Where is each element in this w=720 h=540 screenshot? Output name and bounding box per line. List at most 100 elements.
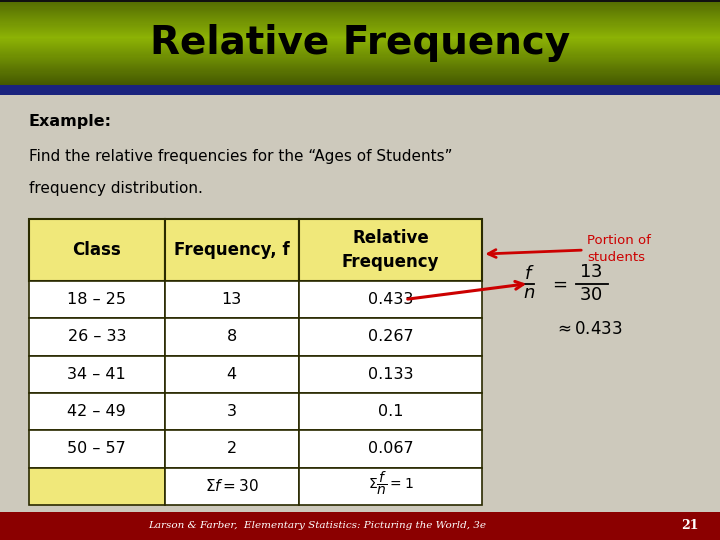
Bar xyxy=(0,77,720,78)
Bar xyxy=(165,318,299,355)
Bar xyxy=(29,430,165,468)
Bar xyxy=(0,3,720,4)
Bar xyxy=(0,23,720,24)
Bar xyxy=(0,29,720,30)
Bar xyxy=(0,70,720,71)
Bar xyxy=(29,355,165,393)
Bar xyxy=(0,83,720,84)
Text: 34 – 41: 34 – 41 xyxy=(68,367,126,382)
Bar xyxy=(0,2,720,3)
Bar xyxy=(0,4,720,5)
Bar xyxy=(0,26,720,28)
Text: frequency distribution.: frequency distribution. xyxy=(29,181,202,197)
Bar xyxy=(299,355,482,393)
Bar xyxy=(165,430,299,468)
Text: Example:: Example: xyxy=(29,114,112,129)
Bar xyxy=(0,18,720,19)
Bar xyxy=(0,44,720,45)
Bar xyxy=(0,80,720,81)
Bar xyxy=(0,51,720,52)
Bar xyxy=(0,61,720,62)
Bar xyxy=(0,30,720,31)
Bar xyxy=(0,10,720,11)
Bar xyxy=(0,75,720,76)
Bar xyxy=(0,0,720,1)
Bar xyxy=(0,49,720,50)
Text: $30$: $30$ xyxy=(579,286,602,305)
Bar xyxy=(0,76,720,77)
Bar xyxy=(0,33,720,34)
Text: Relative Frequency: Relative Frequency xyxy=(150,24,570,62)
Bar xyxy=(0,45,720,46)
Text: $\Sigma\dfrac{f}{n} = 1$: $\Sigma\dfrac{f}{n} = 1$ xyxy=(368,470,413,497)
Bar xyxy=(0,66,720,67)
Bar xyxy=(0,37,720,38)
Text: 0.267: 0.267 xyxy=(368,329,413,345)
Bar xyxy=(0,1,720,2)
Bar xyxy=(0,67,720,68)
Bar xyxy=(29,393,165,430)
Bar xyxy=(0,50,720,51)
Text: $f$: $f$ xyxy=(524,265,534,283)
Bar xyxy=(0,39,720,40)
Bar xyxy=(0,36,720,37)
Bar xyxy=(0,8,720,9)
Text: 26 – 33: 26 – 33 xyxy=(68,329,126,345)
Bar xyxy=(0,84,720,85)
Bar xyxy=(0,60,720,61)
Bar xyxy=(29,219,165,281)
Text: Portion of
students: Portion of students xyxy=(488,234,651,264)
Bar xyxy=(29,468,165,505)
Bar xyxy=(0,63,720,64)
Bar xyxy=(0,69,720,70)
Bar xyxy=(0,78,720,79)
Text: 0.433: 0.433 xyxy=(368,292,413,307)
Bar xyxy=(0,512,720,540)
Text: Frequency, f: Frequency, f xyxy=(174,241,289,259)
Text: 4: 4 xyxy=(227,367,237,382)
Bar xyxy=(0,62,720,63)
Bar xyxy=(0,48,720,49)
Bar xyxy=(0,59,720,60)
Bar xyxy=(165,219,299,281)
Bar xyxy=(0,25,720,26)
Text: Frequency: Frequency xyxy=(342,253,439,271)
Text: Class: Class xyxy=(73,241,121,259)
Bar xyxy=(0,85,720,95)
Text: Larson & Farber,  Elementary Statistics: Picturing the World, 3e: Larson & Farber, Elementary Statistics: … xyxy=(148,522,486,530)
Text: $\Sigma f = 30$: $\Sigma f = 30$ xyxy=(204,478,258,494)
Bar xyxy=(0,14,720,15)
Text: Relative: Relative xyxy=(352,229,429,247)
Text: 3: 3 xyxy=(227,404,237,419)
Bar xyxy=(165,468,299,505)
Bar xyxy=(0,32,720,33)
Bar xyxy=(0,9,720,10)
Bar xyxy=(0,55,720,56)
Bar xyxy=(0,65,720,66)
Bar xyxy=(0,31,720,32)
Bar xyxy=(0,5,720,6)
Bar xyxy=(0,82,720,83)
Bar xyxy=(29,318,165,355)
Bar xyxy=(0,13,720,14)
Bar xyxy=(0,15,720,16)
Bar xyxy=(0,19,720,21)
Bar xyxy=(299,393,482,430)
Bar xyxy=(0,11,720,12)
Bar xyxy=(0,16,720,17)
Text: 0.067: 0.067 xyxy=(368,441,413,456)
Bar xyxy=(0,56,720,57)
Text: 2: 2 xyxy=(227,441,237,456)
Bar xyxy=(0,58,720,59)
Bar xyxy=(0,46,720,47)
Text: $13$: $13$ xyxy=(579,262,602,281)
Bar xyxy=(299,281,482,318)
Bar xyxy=(0,43,720,44)
Bar xyxy=(0,81,720,82)
Bar xyxy=(299,318,482,355)
Text: 18 – 25: 18 – 25 xyxy=(68,292,126,307)
Text: 21: 21 xyxy=(681,519,698,532)
Bar xyxy=(0,22,720,23)
Bar xyxy=(0,68,720,69)
Bar xyxy=(0,34,720,35)
